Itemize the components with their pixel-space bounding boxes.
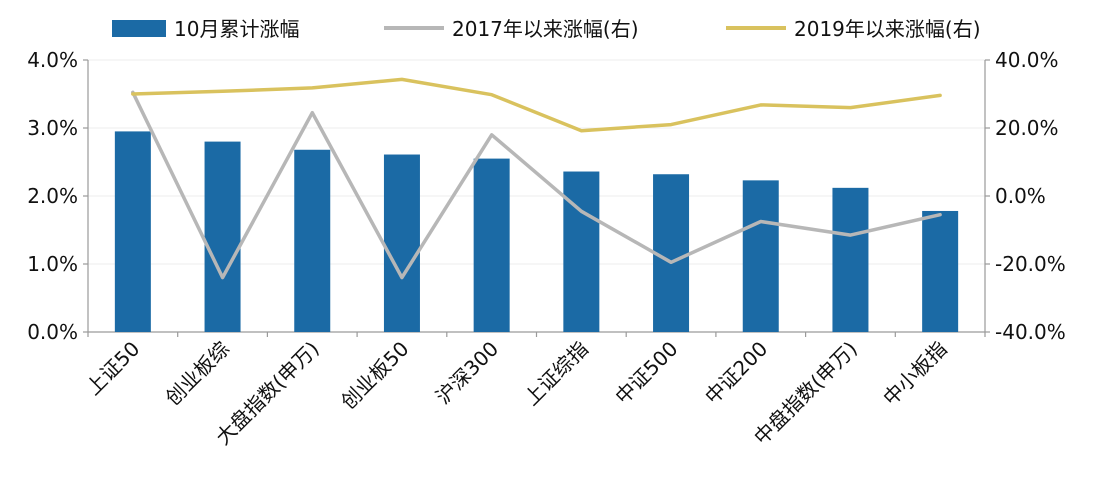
line-series-0	[131, 90, 942, 280]
line-series	[131, 77, 942, 280]
category-label: 中证200	[700, 337, 772, 409]
bar-series	[114, 131, 959, 332]
right-tick-label: 20.0%	[995, 116, 1059, 140]
bar-8	[832, 187, 869, 332]
legend: 10月累计涨幅 2017年以来涨幅(右) 2019年以来涨幅(右)	[112, 17, 981, 41]
bar-5	[563, 171, 600, 332]
bar-6	[653, 174, 690, 332]
bar-4	[473, 158, 510, 332]
legend-label: 2017年以来涨幅(右)	[452, 17, 639, 41]
category-label: 创业板综	[161, 337, 235, 411]
left-tick-label: 0.0%	[27, 320, 78, 344]
category-label: 创业板50	[336, 337, 413, 414]
category-label: 中证500	[610, 337, 682, 409]
legend-label: 10月累计涨幅	[174, 17, 299, 41]
right-tick-label: 40.0%	[995, 48, 1059, 72]
bar-1	[204, 141, 241, 332]
bar-3	[383, 154, 420, 332]
left-tick-label: 1.0%	[27, 252, 78, 276]
right-tick-label: -40.0%	[995, 320, 1066, 344]
left-tick-label: 2.0%	[27, 184, 78, 208]
category-label: 沪深300	[431, 337, 503, 409]
bar-7	[742, 180, 779, 332]
bar-9	[922, 210, 959, 332]
bar-2	[294, 149, 331, 332]
right-tick-label: -20.0%	[995, 252, 1066, 276]
category-label: 中小板指	[878, 337, 952, 411]
line-series-1	[131, 77, 942, 133]
left-tick-label: 3.0%	[27, 116, 78, 140]
category-label: 上证综指	[519, 337, 593, 411]
legend-swatch-bar	[112, 20, 166, 37]
bar-0	[114, 131, 151, 332]
right-tick-label: 0.0%	[995, 184, 1046, 208]
left-tick-label: 4.0%	[27, 48, 78, 72]
tick-labels: 0.0% 1.0% 2.0% 3.0% 4.0% -40.0% -20.0% 0.0% 20.0…	[27, 48, 1066, 344]
legend-label: 2019年以来涨幅(右)	[794, 17, 981, 41]
category-label: 上证50	[81, 337, 144, 400]
